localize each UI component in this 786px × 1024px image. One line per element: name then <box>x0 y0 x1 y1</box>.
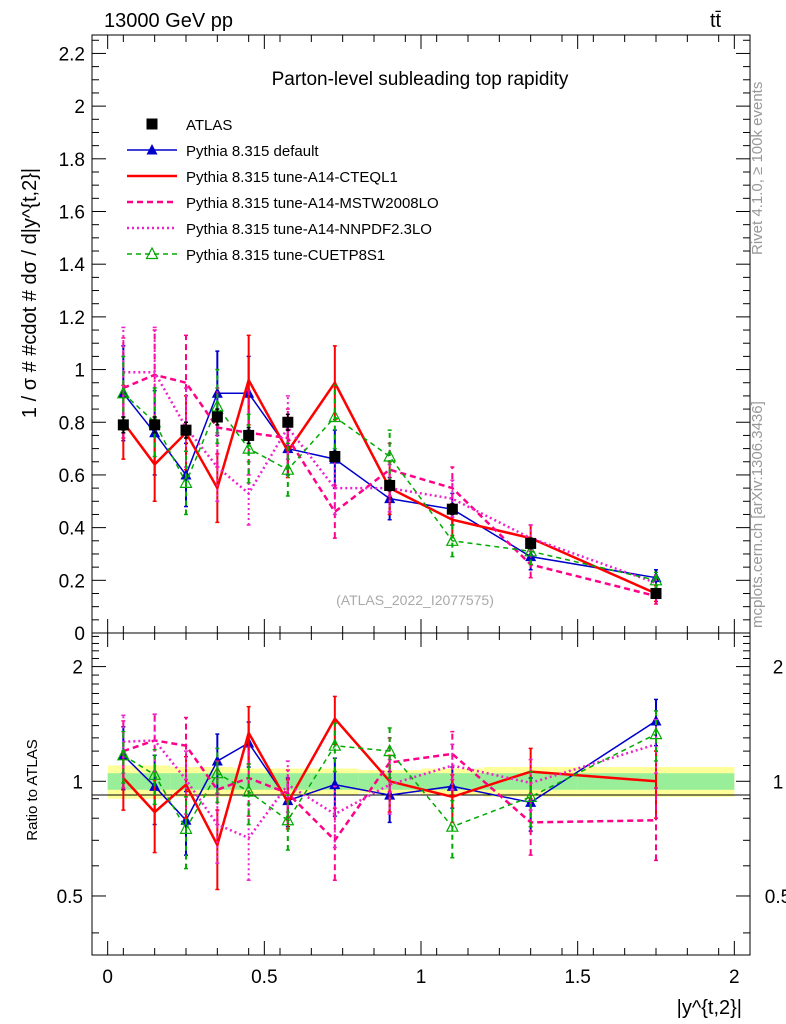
ratio-plot: Ratio to ATLAS 0.5 0.5 1 1 2 2 0 0.5 1 1.5 2 <box>24 632 786 988</box>
data-point <box>148 767 162 780</box>
x-axis-label: |y^{t,2}| <box>677 997 742 1019</box>
data-point <box>383 743 397 757</box>
ratio-y-tick-label-right: 1 <box>773 772 784 793</box>
watermark: (ATLAS_2022_I2077575) <box>336 592 494 608</box>
data-point <box>524 544 538 557</box>
ratio-series-pythia-8-315-tune-a14-nnpdf2-3lo <box>121 713 658 881</box>
ratio-y-tick-label: 2 <box>72 658 83 679</box>
y-tick-label: 1.6 <box>59 203 85 224</box>
y-tick-label: 0 <box>74 624 85 645</box>
energy-label: 13000 GeV pp <box>104 10 233 32</box>
legend-marker <box>146 118 158 130</box>
main-plot: Parton-level subleading top rapidity (AT… <box>19 34 751 645</box>
ratio-y-axis-label: Ratio to ATLAS <box>24 739 41 840</box>
y-tick-label: 1.2 <box>59 308 85 329</box>
data-point <box>524 789 538 802</box>
legend-entry: Pythia 8.315 tune-A14-NNPDF2.3LO <box>127 221 432 238</box>
y-tick-label: 1.8 <box>59 150 85 171</box>
data-point <box>384 479 396 491</box>
data-point <box>210 765 224 779</box>
data-point <box>445 819 459 832</box>
data-point <box>649 573 663 586</box>
series-line <box>122 739 657 843</box>
data-point <box>180 424 192 436</box>
legend-label: Pythia 8.315 tune-A14-NNPDF2.3LO <box>186 221 432 238</box>
series-line <box>123 739 657 840</box>
legend-entry: Pythia 8.315 tune-A14-MSTW2008LO <box>127 195 439 212</box>
data-point <box>525 537 537 549</box>
legend-entry: Pythia 8.315 tune-A14-CTEQL1 <box>127 169 398 186</box>
legend-label: Pythia 8.315 tune-A14-MSTW2008LO <box>186 195 439 212</box>
legend-entry: Pythia 8.315 tune-CUETP8S1 <box>127 246 385 264</box>
data-point <box>329 450 341 462</box>
data-point <box>650 587 662 599</box>
data-point <box>281 462 295 475</box>
data-point <box>329 778 341 790</box>
data-point <box>445 533 459 546</box>
x-tick-label: 2 <box>729 967 740 988</box>
x-tick-label: 0 <box>102 967 113 988</box>
main-series-atlas <box>117 408 662 599</box>
y-tick-label: 2.2 <box>59 44 85 65</box>
ratio-y-tick-label-right: 2 <box>773 658 784 679</box>
data-point <box>383 449 397 462</box>
y-tick-label: 0.4 <box>59 519 86 540</box>
data-point <box>281 812 295 826</box>
series-line <box>122 733 657 831</box>
main-title: Parton-level subleading top rapidity <box>272 69 569 90</box>
ratio-y-tick-label: 1 <box>72 772 83 793</box>
side-label-bottom: mcplots.cern.ch [arXiv:1306.3436] <box>749 401 766 628</box>
data-point <box>179 475 193 488</box>
y-tick-label: 1.4 <box>59 255 86 276</box>
x-tick-label: 0.5 <box>251 967 277 988</box>
process-label: tt̄ <box>710 10 722 32</box>
data-point <box>446 503 458 515</box>
legend-label: Pythia 8.315 tune-A14-CTEQL1 <box>186 169 398 186</box>
data-point <box>117 419 129 431</box>
legend-label: ATLAS <box>186 117 232 134</box>
legend-entry: Pythia 8.315 default <box>127 143 319 160</box>
legend-label: Pythia 8.315 default <box>186 143 319 160</box>
data-point <box>211 411 223 423</box>
main-series-pythia-8-315-tune-cuetp8s1 <box>116 355 663 589</box>
data-point <box>243 429 255 441</box>
legend-marker <box>145 246 159 260</box>
data-point <box>328 738 342 751</box>
legend-marker <box>146 144 158 155</box>
legend-label: Pythia 8.315 tune-CUETP8S1 <box>186 247 385 264</box>
data-point <box>282 416 294 428</box>
data-point <box>179 821 193 834</box>
y-tick-label: 0.8 <box>59 413 85 434</box>
legend-entry: ATLAS <box>146 117 232 134</box>
ratio-series-pythia-8-315-tune-cuetp8s1 <box>116 710 663 870</box>
data-point <box>242 441 256 454</box>
series-line <box>122 392 657 582</box>
ratio-y-tick-label: 0.5 <box>57 887 83 908</box>
data-point <box>242 784 256 797</box>
y-tick-label: 0.2 <box>59 571 85 592</box>
data-point <box>649 726 663 740</box>
y-tick-label: 1 <box>74 361 85 382</box>
x-tick-label: 1.5 <box>564 967 590 988</box>
data-point <box>328 409 342 423</box>
main-y-axis-label: 1 / σ # #cdot # dσ / d|y^{t,2}| <box>19 168 41 418</box>
x-tick-label: 1 <box>416 967 427 988</box>
y-tick-label: 0.6 <box>59 466 85 487</box>
data-point <box>116 748 130 761</box>
ratio-y-tick-label-right: 0.5 <box>765 887 786 908</box>
data-point <box>149 419 161 431</box>
data-point <box>116 385 130 399</box>
side-label-top: Rivet 4.1.0, ≥ 100k events <box>749 82 766 255</box>
y-tick-label: 2 <box>74 97 85 118</box>
